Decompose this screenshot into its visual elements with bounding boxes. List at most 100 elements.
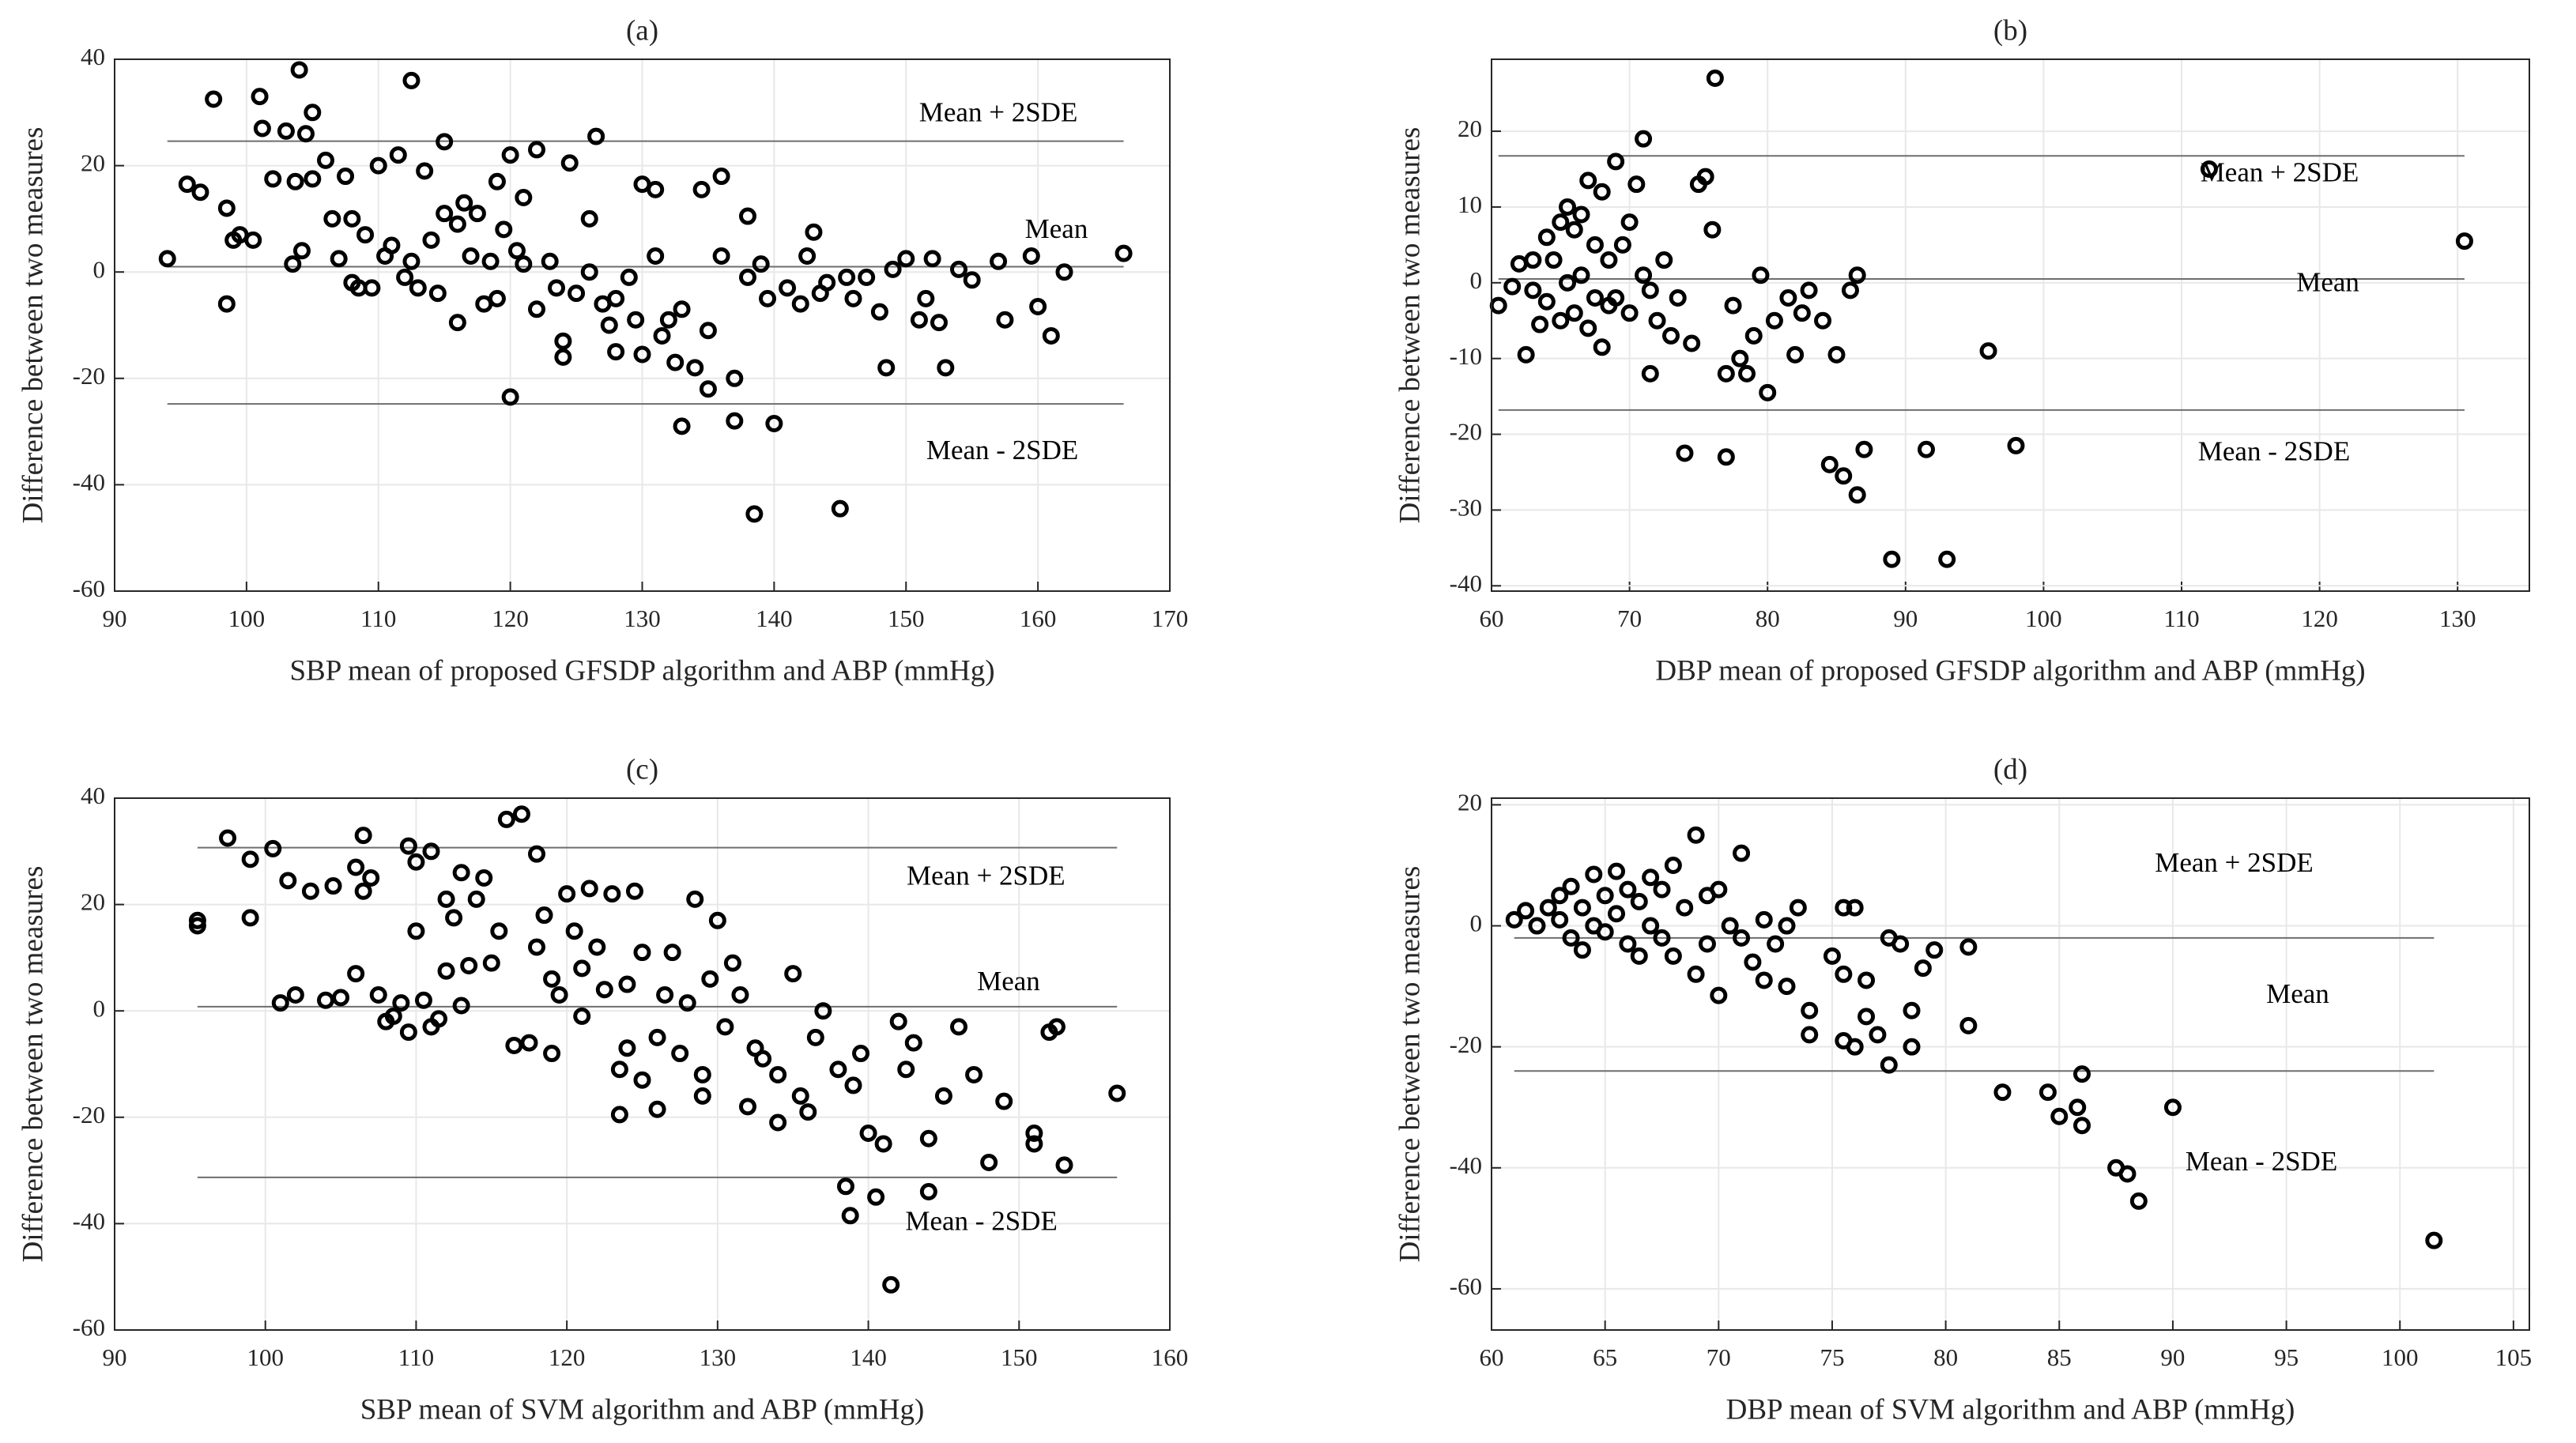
point bbox=[610, 1061, 628, 1079]
point bbox=[587, 127, 605, 145]
point bbox=[1846, 899, 1864, 917]
point bbox=[304, 104, 322, 122]
y-tick-label: -40 bbox=[73, 469, 105, 496]
y-tick-label: -30 bbox=[1450, 494, 1482, 522]
point bbox=[2163, 1098, 2182, 1117]
subplot: 60 65 70 75 80 85 90 95 100 105 -60 -40 -20 0 20 Mean +… bbox=[1394, 753, 2532, 1426]
point bbox=[1752, 266, 1770, 284]
point bbox=[284, 255, 302, 273]
point bbox=[990, 252, 1008, 270]
point bbox=[1724, 296, 1742, 315]
point bbox=[1047, 1018, 1065, 1036]
point bbox=[497, 810, 515, 828]
point bbox=[726, 412, 744, 430]
point bbox=[1572, 266, 1590, 284]
point bbox=[588, 938, 606, 956]
point bbox=[1517, 345, 1535, 364]
point bbox=[369, 156, 387, 175]
point bbox=[673, 417, 691, 435]
point bbox=[765, 415, 783, 433]
y-tick-label: 0 bbox=[1470, 266, 1483, 294]
point bbox=[712, 168, 730, 186]
x-tick-label: 130 bbox=[2439, 605, 2476, 632]
point bbox=[462, 247, 480, 266]
annotation: Mean bbox=[1025, 213, 1088, 244]
y-tick-label: -60 bbox=[1450, 1272, 1482, 1300]
point bbox=[1586, 288, 1604, 307]
point bbox=[752, 255, 770, 273]
point bbox=[1883, 550, 1901, 568]
point bbox=[1586, 235, 1604, 254]
point bbox=[217, 199, 236, 217]
point bbox=[347, 965, 365, 983]
x-tick-label: 130 bbox=[700, 1343, 737, 1371]
point bbox=[1869, 1026, 1887, 1044]
point bbox=[2073, 1117, 2091, 1135]
point bbox=[1115, 244, 1133, 262]
point bbox=[708, 911, 726, 929]
x-axis-label: DBP mean of SVM algorithm and ABP (mmHg) bbox=[1726, 1393, 2295, 1426]
point bbox=[663, 944, 681, 962]
point bbox=[1789, 899, 1807, 917]
point bbox=[666, 353, 685, 371]
point bbox=[437, 962, 455, 980]
point bbox=[409, 279, 427, 297]
axes-box bbox=[114, 58, 1171, 592]
point bbox=[1653, 929, 1671, 947]
point bbox=[217, 295, 236, 313]
point bbox=[620, 268, 638, 286]
point bbox=[541, 252, 559, 270]
subplot-title: (a) bbox=[626, 14, 658, 47]
point bbox=[701, 970, 719, 988]
point bbox=[1925, 941, 1944, 959]
point bbox=[1627, 175, 1646, 194]
y-tick-label: 10 bbox=[1458, 190, 1482, 218]
point bbox=[501, 146, 519, 164]
point bbox=[1938, 550, 1956, 568]
point bbox=[1539, 899, 1557, 917]
point bbox=[618, 975, 636, 993]
point bbox=[2425, 1231, 2443, 1249]
point bbox=[1025, 1135, 1043, 1153]
point bbox=[1676, 899, 1694, 917]
point bbox=[1846, 1038, 1864, 1056]
point bbox=[769, 1113, 787, 1132]
point bbox=[965, 1065, 983, 1083]
point bbox=[452, 864, 470, 882]
point bbox=[618, 1039, 636, 1057]
annotation: Mean bbox=[2296, 267, 2359, 298]
point bbox=[422, 231, 440, 249]
point bbox=[870, 303, 888, 321]
x-tick-label: 160 bbox=[1152, 1343, 1189, 1371]
point bbox=[1653, 880, 1671, 899]
y-axis-label: Difference between two measures bbox=[1394, 127, 1426, 524]
point bbox=[1108, 1084, 1126, 1102]
point bbox=[739, 1098, 756, 1116]
annotation: Mean bbox=[977, 966, 1040, 997]
point bbox=[1744, 326, 1763, 345]
point bbox=[495, 220, 513, 239]
point bbox=[422, 842, 440, 861]
point bbox=[806, 1028, 824, 1046]
annotation: Mean - 2SDE bbox=[2198, 436, 2350, 467]
point bbox=[286, 172, 304, 190]
point bbox=[1025, 1124, 1043, 1142]
point bbox=[693, 1065, 711, 1083]
point bbox=[1579, 319, 1597, 337]
point bbox=[488, 172, 506, 190]
point bbox=[659, 311, 677, 329]
point bbox=[838, 268, 856, 286]
point bbox=[191, 183, 209, 202]
point bbox=[392, 994, 410, 1012]
point bbox=[568, 284, 586, 303]
x-tick-label: 160 bbox=[1020, 605, 1057, 632]
point bbox=[468, 205, 486, 223]
point bbox=[2039, 1083, 2057, 1102]
point bbox=[347, 858, 365, 876]
point bbox=[290, 61, 308, 79]
point bbox=[1562, 877, 1580, 895]
point bbox=[573, 1007, 591, 1025]
point bbox=[178, 175, 196, 194]
point bbox=[692, 180, 711, 198]
point bbox=[402, 71, 421, 89]
